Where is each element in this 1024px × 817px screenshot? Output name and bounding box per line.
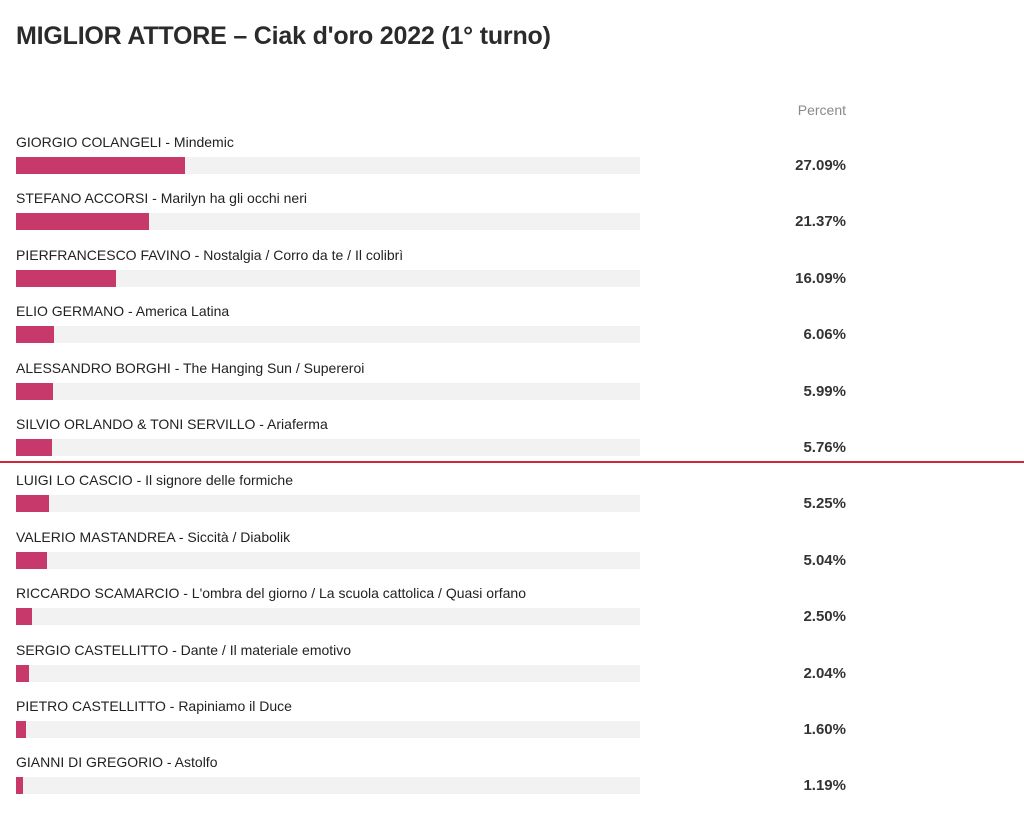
bar-value-label: 5.04% [803, 551, 846, 569]
bar-value-label: 2.04% [803, 664, 846, 682]
bar-row: RICCARDO SCAMARCIO - L'ombra del giorno … [0, 585, 1024, 641]
bar [16, 213, 150, 231]
bar-value-label: 16.09% [795, 269, 846, 287]
bar-label: ALESSANDRO BORGHI - The Hanging Sun / Su… [16, 359, 365, 376]
bar [16, 439, 52, 456]
bar-track [16, 495, 640, 513]
bar-value-label: 1.60% [803, 721, 846, 738]
bar-track [16, 777, 640, 795]
bar-track [16, 269, 640, 287]
bar-value-label: 2.50% [803, 608, 846, 626]
bar-row: SERGIO CASTELLITTO - Dante / Il material… [0, 642, 1024, 698]
bar [16, 664, 29, 682]
bar-row: LUIGI LO CASCIO - Il signore delle formi… [0, 472, 1024, 528]
cutoff-line [0, 461, 1024, 463]
bar-label: SERGIO CASTELLITTO - Dante / Il material… [16, 641, 352, 658]
bar-track [16, 664, 640, 682]
bar-label: GIANNI DI GREGORIO - Astolfo [16, 754, 218, 771]
bar-track [16, 439, 640, 456]
bar-track [16, 213, 640, 231]
bar-row: PIERFRANCESCO FAVINO - Nostalgia / Corro… [0, 247, 1024, 303]
bar-label: RICCARDO SCAMARCIO - L'ombra del giorno … [16, 585, 526, 602]
bar-label: VALERIO MASTANDREA - Siccità / Diabolik [16, 528, 291, 545]
bar-label: GIORGIO COLANGELI - Mindemic [16, 134, 234, 150]
bar [16, 326, 54, 344]
bar-value-label: 27.09% [795, 157, 846, 174]
bar-track [16, 608, 640, 626]
bar-label: ELIO GERMANO - America Latina [16, 303, 230, 320]
bar [16, 382, 54, 400]
bar-value-label: 5.25% [803, 495, 846, 513]
bar-value-label: 1.19% [803, 777, 846, 795]
bar [16, 777, 24, 795]
bar-row: STEFANO ACCORSI - Marilyn ha gli occhi n… [0, 190, 1024, 246]
bar-row: GIORGIO COLANGELI - Mindemic 27.09% [0, 134, 1024, 190]
bar-row: ELIO GERMANO - America Latina 6.06% [0, 303, 1024, 359]
percent-column-header: Percent [797, 102, 846, 118]
bar-value-label: 5.76% [803, 439, 846, 456]
bar-row: PIETRO CASTELLITTO - Rapiniamo il Duce 1.… [0, 698, 1024, 754]
bar [16, 608, 32, 626]
bar-label: PIETRO CASTELLITTO - Rapiniamo il Duce [16, 698, 292, 714]
bar-label: LUIGI LO CASCIO - Il signore delle formi… [16, 472, 293, 489]
bar-row: VALERIO MASTANDREA - Siccità / Diabolik 5… [0, 529, 1024, 585]
bar-row: ALESSANDRO BORGHI - The Hanging Sun / Su… [0, 360, 1024, 416]
bar-track [16, 551, 640, 569]
bar-row: GIANNI DI GREGORIO - Astolfo 1.19% [0, 754, 1024, 810]
bar [16, 721, 26, 738]
bar-value-label: 5.99% [803, 382, 846, 400]
bar [16, 495, 49, 513]
bar-value-label: 6.06% [803, 326, 846, 344]
bar-track [16, 721, 640, 738]
bar-row: SILVIO ORLANDO & TONI SERVILLO - Ariafer… [0, 416, 1024, 472]
bar-track [16, 382, 640, 400]
bar [16, 269, 117, 287]
bar-label: PIERFRANCESCO FAVINO - Nostalgia / Corro… [16, 246, 404, 263]
chart-title: MIGLIOR ATTORE – Ciak d'oro 2022 (1° tur… [16, 22, 551, 50]
bar-track [16, 157, 640, 174]
bar-label: STEFANO ACCORSI - Marilyn ha gli occhi n… [16, 190, 307, 207]
bar-track [16, 326, 640, 344]
bar [16, 551, 48, 569]
bar-value-label: 21.37% [795, 213, 846, 231]
bar [16, 157, 186, 174]
bar-label: SILVIO ORLANDO & TONI SERVILLO - Ariafer… [16, 416, 328, 432]
